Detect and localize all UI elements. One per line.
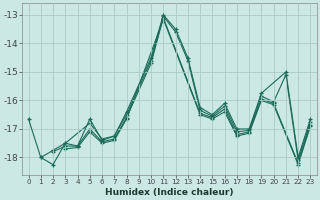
X-axis label: Humidex (Indice chaleur): Humidex (Indice chaleur)	[105, 188, 234, 197]
